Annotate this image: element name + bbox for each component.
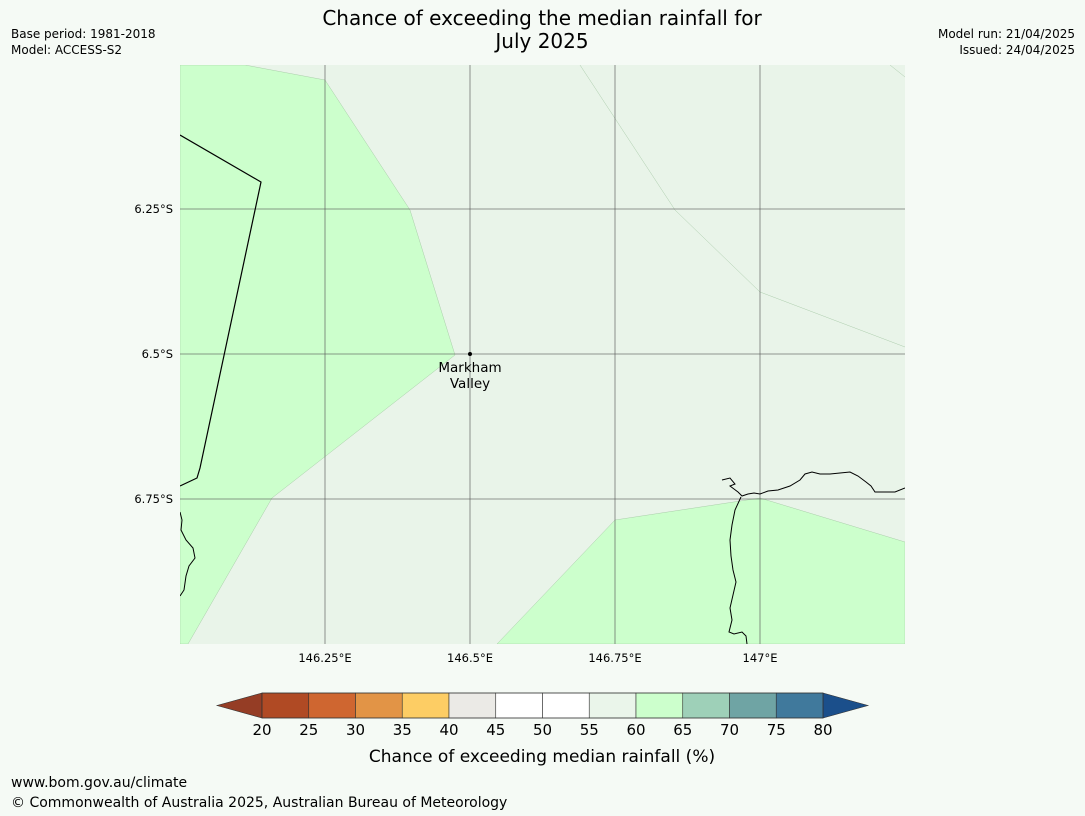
map-title: Chance of exceeding the median rainfall …: [292, 7, 792, 53]
place-marker: [468, 352, 472, 356]
x-tick-label: 146.25°E: [298, 651, 351, 665]
colorbar-tick-label: 75: [767, 721, 786, 739]
y-tick-label: 6.25°S: [134, 202, 173, 216]
colorbar-segment: [355, 692, 403, 719]
coastline-river: [721, 471, 905, 644]
map-area: [180, 65, 905, 644]
zone-boundary-corner: [889, 65, 905, 78]
meta-left: Base period: 1981-2018 Model: ACCESS-S2: [11, 26, 156, 58]
colorbar-tick-label: 35: [393, 721, 412, 739]
title-line-2: July 2025: [495, 29, 589, 53]
colorbar-over-arrow: [822, 692, 870, 719]
x-tick-label: 147°E: [743, 651, 778, 665]
border-line: [180, 134, 262, 487]
colorbar-segment: [588, 692, 637, 719]
colorbar-tick-label: 80: [813, 721, 832, 739]
colorbar-tick-label: 45: [486, 721, 505, 739]
colorbar-segment: [308, 692, 356, 719]
gridlines: [180, 65, 905, 644]
coastline-west: [180, 511, 196, 597]
footer-url: www.bom.gov.au/climate: [11, 775, 188, 791]
x-tick-label: 146.5°E: [447, 651, 493, 665]
colorbar-tick-label: 25: [299, 721, 318, 739]
footer-copyright: © Commonwealth of Australia 2025, Austra…: [11, 795, 508, 811]
y-tick-label: 6.75°S: [134, 492, 173, 506]
title-line-1: Chance of exceeding the median rainfall …: [322, 6, 762, 30]
colorbar-segment: [542, 692, 590, 719]
colorbar-segment: [635, 692, 684, 719]
colorbar-tick-label: 20: [252, 721, 271, 739]
place-label-line-1: Markham: [438, 360, 501, 376]
zone-boundary-northeast: [579, 65, 905, 348]
colorbar-segment: [682, 692, 730, 719]
colorbar-tick-label: 55: [580, 721, 599, 739]
colorbar-tick-label: 50: [533, 721, 552, 739]
colorbar-segment: [775, 692, 824, 719]
colorbar: 20 25 30 35 40 45 50 55 60 65 70 75 80 Chance of exc…: [215, 692, 870, 767]
colorbar-segment: [401, 692, 450, 719]
colorbar-outline: [261, 692, 824, 719]
model-name: Model: ACCESS-S2: [11, 43, 123, 57]
colorbar-tick-label: 40: [439, 721, 458, 739]
base-period: Base period: 1981-2018: [11, 27, 156, 41]
x-tick-label: 146.75°E: [588, 651, 641, 665]
colorbar-segment: [729, 692, 777, 719]
colorbar-label: Chance of exceeding median rainfall (%): [369, 747, 715, 767]
colorbar-segment: [495, 692, 543, 719]
colorbar-ticks: 20 25 30 35 40 45 50 55 60 65 70 75 80: [252, 721, 832, 739]
meta-right: Model run: 21/04/2025 Issued: 24/04/2025: [938, 26, 1075, 58]
colorbar-tick-label: 70: [720, 721, 739, 739]
colorbar-tick-label: 30: [346, 721, 365, 739]
colorbar-tick-label: 60: [626, 721, 645, 739]
colorbar-segment: [448, 692, 497, 719]
issued-date: Issued: 24/04/2025: [959, 43, 1075, 57]
y-tick-label: 6.5°S: [142, 347, 173, 361]
colorbar-segment: [261, 692, 310, 719]
zone-60-65-southeast: [496, 497, 905, 644]
model-run: Model run: 21/04/2025: [937, 27, 1075, 41]
colorbar-tick-label: 65: [673, 721, 692, 739]
colorbar-segments: [261, 692, 824, 719]
colorbar-under-arrow: [215, 692, 263, 719]
place-label-line-2: Valley: [450, 376, 490, 392]
